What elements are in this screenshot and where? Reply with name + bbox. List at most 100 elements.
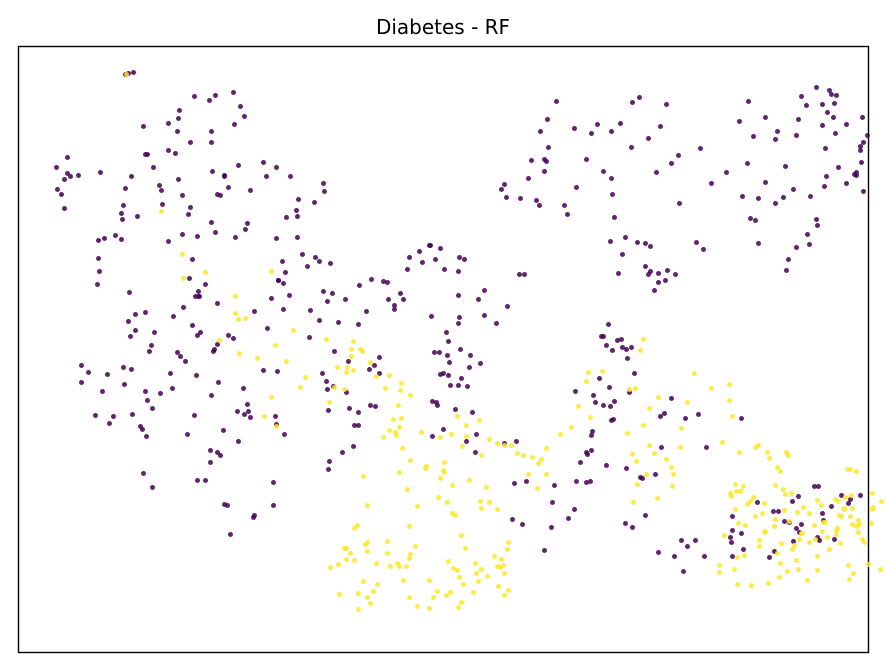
point-class1-43 xyxy=(391,417,396,422)
point-class1-171 xyxy=(641,337,646,342)
point-class0-406 xyxy=(545,117,550,122)
point-class0-306 xyxy=(672,554,677,559)
point-class0-164 xyxy=(330,291,335,296)
point-class1-106 xyxy=(492,554,497,559)
point-class0-419 xyxy=(629,145,634,150)
point-class0-376 xyxy=(665,268,670,273)
point-class1-181 xyxy=(670,484,675,489)
point-class0-363 xyxy=(620,345,625,350)
point-class0-20 xyxy=(166,148,171,153)
point-class1-27 xyxy=(351,368,356,373)
point-class1-151 xyxy=(509,443,514,448)
point-class1-194 xyxy=(727,398,732,403)
point-class0-193 xyxy=(429,314,434,319)
point-class0-114 xyxy=(145,398,150,403)
point-class0-281 xyxy=(552,483,557,488)
point-class0-224 xyxy=(351,444,356,449)
point-class1-131 xyxy=(361,579,366,584)
point-class0-263 xyxy=(465,384,470,389)
point-class0-316 xyxy=(741,547,746,552)
point-class0-181 xyxy=(517,272,522,277)
point-class1-112 xyxy=(496,584,501,589)
point-class0-458 xyxy=(858,144,863,149)
point-class0-147 xyxy=(241,386,246,391)
point-class0-249 xyxy=(192,413,197,418)
point-class1-122 xyxy=(401,578,406,583)
point-class1-18 xyxy=(298,385,303,390)
point-class0-222 xyxy=(327,459,332,464)
point-class1-53 xyxy=(408,552,413,557)
point-class0-223 xyxy=(340,450,345,455)
point-class0-378 xyxy=(643,264,648,269)
point-class0-229 xyxy=(248,415,253,420)
point-class0-102 xyxy=(175,350,180,355)
point-class0-471 xyxy=(794,245,799,250)
point-class0-16 xyxy=(209,140,214,145)
point-class0-49 xyxy=(176,177,181,182)
point-class0-52 xyxy=(180,232,185,237)
point-class0-449 xyxy=(820,123,825,128)
point-class1-234 xyxy=(763,529,768,534)
point-class1-9 xyxy=(217,338,222,343)
point-class0-463 xyxy=(823,146,828,151)
point-class0-43 xyxy=(95,282,100,287)
point-class1-14 xyxy=(255,356,260,361)
point-class0-65 xyxy=(261,160,266,165)
point-class0-355 xyxy=(601,403,606,408)
point-class1-111 xyxy=(471,590,476,595)
point-class1-274 xyxy=(866,562,871,567)
point-class1-59 xyxy=(365,549,370,554)
point-class0-233 xyxy=(215,450,220,455)
point-class0-133 xyxy=(86,370,91,375)
point-class0-334 xyxy=(816,484,821,489)
point-class1-158 xyxy=(526,472,531,477)
point-class1-165 xyxy=(584,379,589,384)
point-class0-266 xyxy=(473,450,478,455)
point-class1-46 xyxy=(400,446,405,451)
point-class0-341 xyxy=(755,500,760,505)
point-class1-212 xyxy=(799,531,804,536)
point-class1-213 xyxy=(797,537,802,542)
point-class0-104 xyxy=(194,373,199,378)
point-class0-259 xyxy=(445,353,450,358)
point-class0-162 xyxy=(357,283,362,288)
point-class0-271 xyxy=(478,361,483,366)
point-class0-320 xyxy=(782,519,787,524)
point-class0-186 xyxy=(457,255,462,260)
point-class1-130 xyxy=(356,607,361,612)
point-class0-307 xyxy=(681,569,686,574)
point-class0-399 xyxy=(526,176,531,181)
point-class0-166 xyxy=(336,320,341,325)
point-class1-238 xyxy=(733,482,738,487)
point-class0-308 xyxy=(679,538,684,543)
point-class0-179 xyxy=(476,297,481,302)
point-class1-128 xyxy=(365,595,370,600)
point-class0-226 xyxy=(273,414,278,419)
point-class1-34 xyxy=(368,360,373,365)
point-class0-387 xyxy=(610,192,615,197)
point-class1-63 xyxy=(363,542,368,547)
point-class0-398 xyxy=(499,187,504,192)
point-class0-270 xyxy=(456,383,461,388)
point-class0-428 xyxy=(709,181,714,186)
point-class0-182 xyxy=(522,272,527,277)
point-class1-55 xyxy=(388,564,393,569)
point-class0-80 xyxy=(209,220,214,225)
point-class0-81 xyxy=(213,230,218,235)
point-class1-231 xyxy=(779,541,784,546)
point-class0-453 xyxy=(854,173,859,178)
point-class0-27 xyxy=(62,177,67,182)
point-class1-199 xyxy=(756,443,761,448)
point-class0-75 xyxy=(295,235,300,240)
point-class1-26 xyxy=(349,347,354,352)
point-class0-205 xyxy=(434,400,439,405)
point-class0-211 xyxy=(437,350,442,355)
point-class1-92 xyxy=(450,511,455,516)
point-class0-165 xyxy=(343,297,348,302)
point-class0-245 xyxy=(228,532,233,537)
point-class0-161 xyxy=(325,299,330,304)
point-class0-328 xyxy=(829,504,834,509)
point-class0-309 xyxy=(685,544,690,549)
point-class1-209 xyxy=(795,510,800,515)
point-class0-190 xyxy=(456,293,461,298)
